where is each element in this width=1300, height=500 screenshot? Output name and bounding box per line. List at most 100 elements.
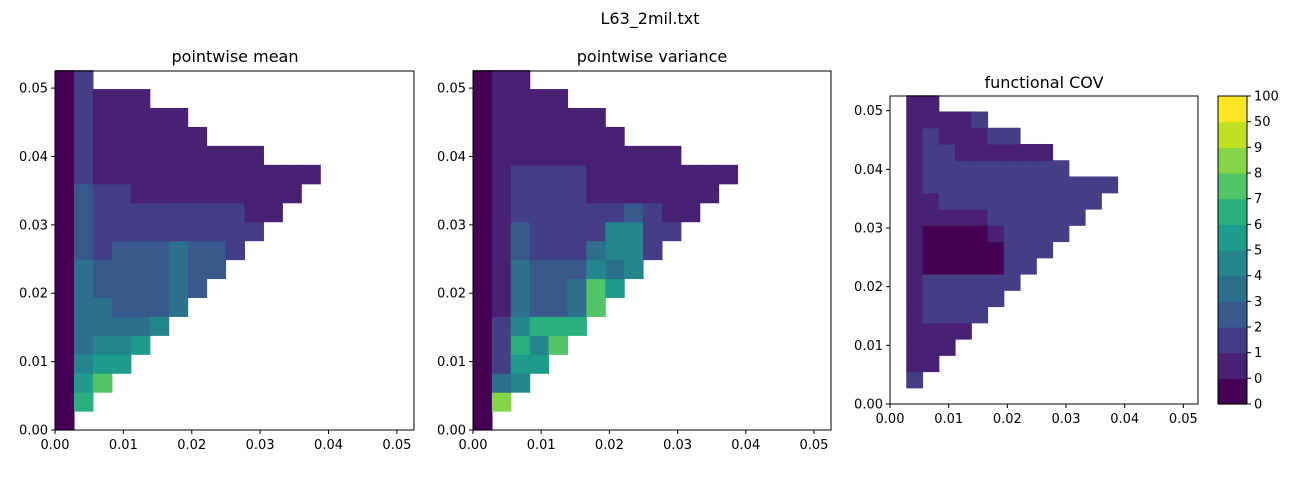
figure-suptitle: L63_2mil.txt bbox=[600, 9, 699, 29]
heatmap-cell bbox=[922, 322, 940, 373]
heatmap-cell bbox=[1036, 208, 1054, 259]
heatmap-cell bbox=[567, 259, 587, 280]
heatmap-cell bbox=[906, 306, 924, 340]
heatmap-cell bbox=[130, 89, 151, 204]
heatmap-cell bbox=[206, 145, 227, 204]
y-tick-label: 0.03 bbox=[19, 218, 48, 233]
colorbar-tick-label: 5 bbox=[1254, 244, 1262, 259]
heatmap-cell bbox=[130, 202, 151, 242]
heatmap-cell bbox=[1036, 143, 1054, 161]
heatmap-cell bbox=[510, 373, 531, 393]
heatmap-cell bbox=[92, 335, 113, 355]
heatmap-cell bbox=[1003, 160, 1021, 243]
panel-title-functional-cov: functional COV bbox=[984, 73, 1103, 92]
heatmap-cell bbox=[1085, 176, 1102, 210]
heatmap-cell bbox=[548, 335, 569, 355]
heatmap-cell bbox=[624, 145, 644, 204]
heatmap-cell bbox=[130, 316, 151, 336]
heatmap-cell bbox=[922, 225, 940, 275]
heatmap-cell bbox=[149, 240, 170, 317]
heatmap-cell bbox=[955, 322, 972, 340]
heatmap-cell bbox=[548, 89, 569, 166]
colorbar-segment bbox=[1218, 352, 1247, 379]
x-tick-label: 0.01 bbox=[934, 412, 963, 427]
x-tick-label: 0.05 bbox=[382, 438, 411, 453]
heatmap-cell bbox=[1003, 143, 1021, 161]
heatmap-cell bbox=[187, 240, 208, 298]
heatmap-cell bbox=[643, 145, 663, 204]
colorbar-tick-label: 0 bbox=[1254, 372, 1262, 387]
x-tick-label: 0.05 bbox=[799, 438, 828, 453]
heatmap-cell bbox=[971, 111, 989, 129]
heatmap-cell bbox=[510, 354, 531, 374]
heatmap-cell bbox=[586, 202, 606, 242]
heatmap-cell bbox=[987, 160, 1005, 226]
heatmap-cell bbox=[922, 192, 940, 226]
heatmap-cell bbox=[586, 259, 606, 280]
heatmap-cell bbox=[510, 316, 531, 336]
heatmap-cell bbox=[225, 145, 246, 204]
heatmap-cell bbox=[624, 202, 644, 223]
heatmap-cell bbox=[567, 164, 587, 261]
x-tick-label: 0.03 bbox=[663, 438, 692, 453]
y-tick-label: 0.05 bbox=[19, 82, 48, 97]
colorbar-tick-label: 7 bbox=[1254, 192, 1262, 207]
heatmap-cell bbox=[971, 208, 989, 226]
heatmap-cell bbox=[130, 335, 151, 355]
colorbar-segment bbox=[1218, 96, 1247, 123]
heatmap-cell bbox=[149, 316, 170, 336]
heatmap-cell bbox=[938, 322, 956, 356]
y-tick-label: 0.04 bbox=[854, 163, 883, 178]
x-tick-label: 0.00 bbox=[41, 438, 70, 453]
heatmap-cell bbox=[244, 221, 264, 242]
heatmap-cell bbox=[1052, 176, 1070, 243]
heatmap-cell bbox=[938, 273, 956, 324]
heatmap-cell bbox=[187, 126, 208, 204]
axes-pointwise-variance: 0.00 0.01 0.02 0.03 0.04 0.05 0.00 0.01 0.02 0.03… bbox=[437, 70, 832, 453]
y-tick-label: 0.02 bbox=[19, 287, 48, 302]
heatmap-cells-functional-cov bbox=[906, 95, 1119, 389]
colorbar-segment bbox=[1218, 301, 1247, 328]
heatmap-cell bbox=[586, 278, 606, 317]
heatmap-cell bbox=[1020, 208, 1037, 275]
heatmap-cell bbox=[661, 221, 682, 242]
heatmap-cell bbox=[149, 202, 170, 242]
heatmap-cell bbox=[1068, 176, 1086, 226]
heatmap-cell bbox=[938, 111, 956, 129]
heatmap-cell bbox=[987, 241, 1005, 275]
heatmap-cell bbox=[605, 278, 625, 299]
heatmap-cell bbox=[971, 160, 989, 210]
heatmap-cell bbox=[906, 176, 924, 308]
x-tick-label: 0.00 bbox=[459, 438, 488, 453]
heatmap-cell bbox=[955, 127, 972, 161]
heatmap-cell bbox=[567, 316, 587, 336]
heatmap-cell bbox=[906, 160, 924, 178]
colorbar-segment bbox=[1218, 378, 1247, 405]
heatmap-cell bbox=[529, 259, 550, 317]
heatmap-cell bbox=[111, 89, 132, 185]
y-tick-label: 0.05 bbox=[854, 104, 883, 119]
y-tick-label: 0.04 bbox=[437, 150, 466, 165]
colorbar-segment bbox=[1218, 224, 1247, 251]
colorbar-tick-label: 6 bbox=[1254, 218, 1262, 233]
colorbar-segment bbox=[1218, 147, 1247, 174]
heatmap-cell bbox=[130, 240, 151, 317]
heatmap-cell bbox=[111, 240, 132, 317]
heatmap-cell bbox=[906, 339, 924, 373]
y-tick-label: 0.01 bbox=[854, 339, 883, 354]
x-tick-label: 0.01 bbox=[527, 438, 556, 453]
heatmap-cell bbox=[938, 225, 956, 275]
heatmap-cell bbox=[906, 127, 924, 161]
heatmap-cell bbox=[111, 183, 132, 242]
colorbar-segment bbox=[1218, 173, 1247, 200]
heatmap-cell bbox=[491, 70, 512, 317]
colorbar-segment bbox=[1218, 121, 1247, 148]
heatmap-cell bbox=[955, 273, 972, 324]
x-tick-label: 0.05 bbox=[1169, 412, 1198, 427]
heatmap-cell bbox=[1020, 160, 1037, 210]
heatmap-cell bbox=[987, 273, 1005, 308]
axes-functional-cov: 0.00 0.01 0.02 0.03 0.04 0.05 0.00 0.01 0.02 0.03… bbox=[854, 95, 1199, 427]
y-tick-label: 0.00 bbox=[19, 424, 48, 439]
heatmap-cell bbox=[1003, 241, 1021, 291]
heatmap-cell bbox=[661, 145, 682, 223]
